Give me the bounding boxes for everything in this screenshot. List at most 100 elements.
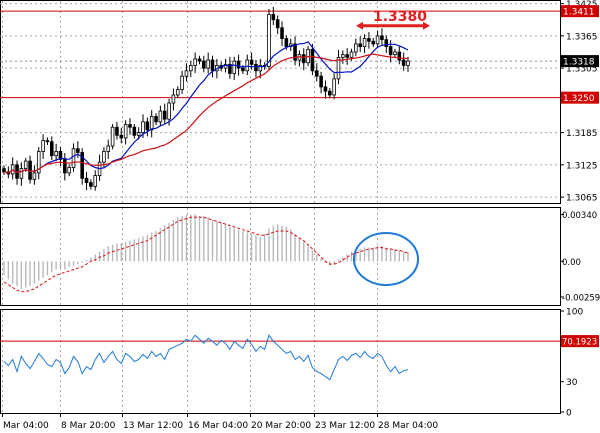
price-tick-label: 1.3365 [566,32,598,42]
candle [202,60,206,69]
candle [23,160,28,170]
candle [110,126,115,147]
level-upper-label: 1.3411 [563,8,595,18]
rsi-tick-label: 0 [566,409,572,419]
candle [393,51,397,56]
candle [328,90,332,96]
candle [19,168,24,179]
candle [367,38,371,42]
candle [380,35,384,41]
rsi-axis: 10070300 [560,308,583,419]
candle [341,54,345,58]
macd-tick-label: 0.00340 [562,211,597,221]
candle [45,140,50,143]
candle [10,164,15,175]
rsi-level-label: 70.1923 [561,335,599,348]
candle [310,48,315,72]
candle [149,116,154,131]
candle [167,102,171,120]
price-tick-label: 1.3065 [566,194,598,204]
rsi-level-value: 70.1923 [562,338,597,348]
rsi-series [0,334,560,381]
candle [362,38,367,48]
time-axis: Mar 04:00 8 Mar 20:00 13 Mar 12:00 16 Mar 0… [2,413,438,431]
candle [258,65,263,72]
candle [54,151,58,157]
time-label: 23 Mar 12:00 [315,421,375,431]
candle [228,63,232,74]
candle [184,70,189,77]
candle [371,40,376,45]
candle [189,65,193,72]
candle [319,75,323,88]
level-label-lower: 1.3250 [561,91,599,104]
candle [314,70,319,77]
candle [63,159,67,174]
candle [76,148,80,153]
rsi-panel [0,309,561,414]
time-label: 16 Mar 04:00 [188,421,248,431]
candle [245,59,250,72]
rsi-tick-label: 100 [566,308,583,318]
grid-lines [0,1,560,413]
time-label: 13 Mar 12:00 [123,421,183,431]
macd-axis: 0.00340 0.00 -0.00259 [560,211,600,303]
candle [232,60,237,74]
candle [145,121,150,131]
candle [67,167,71,174]
candle [84,177,89,183]
candle [384,39,389,48]
candle [301,54,306,64]
arrow-left-icon [356,21,363,30]
candle [275,19,280,29]
candle [397,51,402,61]
candle [123,124,128,139]
candle [171,94,176,104]
candle [162,110,167,120]
candle [401,59,406,66]
price-annotation: 1.3380 [356,9,430,30]
candle [354,43,358,53]
time-label: 28 Mar 04:00 [378,421,438,431]
candle [254,63,258,72]
macd-tick-label: -0.00259 [562,293,600,303]
candle [141,121,145,133]
candle [136,132,141,136]
candle [284,38,289,48]
price-tick-label: 1.3185 [566,129,598,139]
candle [210,59,215,72]
time-label: 20 Mar 20:00 [251,421,311,431]
candle [267,13,271,67]
time-label: 8 Mar 20:00 [61,421,116,431]
candle [345,54,349,58]
rsi-line [3,334,409,381]
ma-slow-line [3,53,409,174]
current-price-label: 1.3318 [561,55,599,68]
candle [358,43,363,48]
candle [49,141,54,157]
candle [280,27,284,39]
current-price-value: 1.3318 [563,58,595,68]
candle [106,145,111,152]
candle [32,172,37,180]
macd-signal-line [3,216,409,293]
candle [119,134,124,139]
price-tick-label: 1.3125 [566,161,598,171]
candle [132,126,137,136]
candle [206,59,210,69]
candle [2,168,6,173]
candle [336,56,341,80]
candle [102,151,106,163]
candle [180,75,184,91]
time-label: Mar 04:00 [3,421,49,431]
price-axis: 1.3425 1.3365 1.3305 1.3185 1.3125 1.3065 [560,0,598,204]
candle [71,148,76,168]
highlight-ellipse [353,232,419,286]
candle [36,151,41,174]
candle [115,126,119,136]
candle [332,78,336,96]
candle [197,58,202,62]
ma-fast-line [3,41,409,174]
candle [175,89,180,96]
